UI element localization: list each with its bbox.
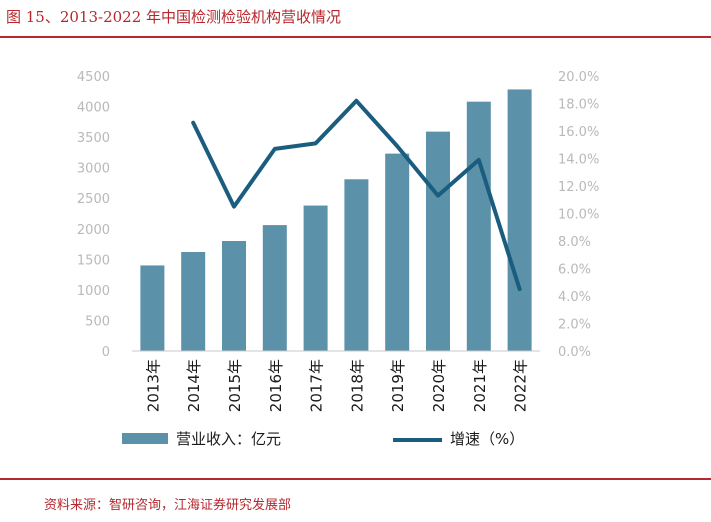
legend-bar-swatch [122,433,168,444]
y-axis-right: 0.0% 2.0% 4.0% 6.0% 8.0% 10.0% 12.0% 14.0% 16.0%… [558,70,599,360]
y-right-tick-label: 14.0% [558,153,599,168]
y-right-tick-label: 10.0% [558,208,599,223]
x-tick-label: 2016年 [267,359,285,412]
x-tick-label: 2014年 [185,359,203,412]
revenue-bar [140,265,165,351]
figure-title: 图 15、2013-2022 年中国检测检验机构营收情况 [6,8,342,26]
chart: 0 500 1000 1500 2000 2500 3000 3500 4000 4500 0.0… [77,70,599,448]
y-right-tick-label: 6.0% [558,263,591,278]
x-tick-label: 2020年 [430,359,448,412]
revenue-bar [507,89,532,351]
y-right-tick-label: 16.0% [558,125,599,140]
source-note: 资料来源：智研咨询，江海证券研究发展部 [44,498,292,513]
revenue-bar [303,205,328,351]
x-axis: 2013年 2014年 2015年 2016年 2017年 2018年 2019年 2020年… [144,359,529,412]
legend-line-label: 增速（%） [450,430,524,448]
revenue-bar [222,241,246,351]
y-left-tick-label: 4500 [77,70,110,85]
revenue-bar [181,252,206,351]
x-tick-label: 2015年 [226,359,244,412]
growth-rate-line [191,98,522,292]
revenue-bar [385,153,410,351]
legend-bar-label: 营业收入：亿元 [176,430,281,448]
y-left-tick-label: 2500 [77,192,110,207]
y-right-tick-label: 12.0% [558,180,599,195]
revenue-bar [466,101,491,351]
y-left-tick-label: 3500 [77,131,110,146]
y-right-tick-label: 18.0% [558,98,599,113]
y-left-tick-label: 4000 [77,101,110,116]
y-right-tick-label: 4.0% [558,290,591,305]
title-rule [0,36,711,38]
y-left-tick-label: 3000 [77,162,110,177]
x-tick-label: 2013年 [144,359,162,412]
y-left-tick-label: 0 [102,345,110,360]
y-left-tick-label: 1000 [77,284,110,299]
y-left-tick-label: 500 [85,314,110,329]
y-right-tick-label: 8.0% [558,235,591,250]
revenue-bar [426,131,450,351]
y-right-tick-label: 20.0% [558,70,599,85]
y-right-tick-label: 2.0% [558,318,591,333]
footer-rule [0,478,711,480]
x-tick-label: 2018年 [348,359,366,412]
y-left-tick-label: 2000 [77,223,110,238]
bar-series [140,89,532,351]
revenue-bar [262,225,287,351]
x-tick-label: 2019年 [389,359,407,412]
legend: 营业收入：亿元 增速（%） [122,430,524,448]
y-right-tick-label: 0.0% [558,345,591,360]
x-tick-label: 2021年 [471,359,489,412]
x-tick-label: 2022年 [512,359,530,412]
x-tick-label: 2017年 [308,359,326,412]
y-axis-left: 0 500 1000 1500 2000 2500 3000 3500 4000 4500 [77,70,110,360]
y-left-tick-label: 1500 [77,253,110,268]
revenue-bar [344,179,369,351]
